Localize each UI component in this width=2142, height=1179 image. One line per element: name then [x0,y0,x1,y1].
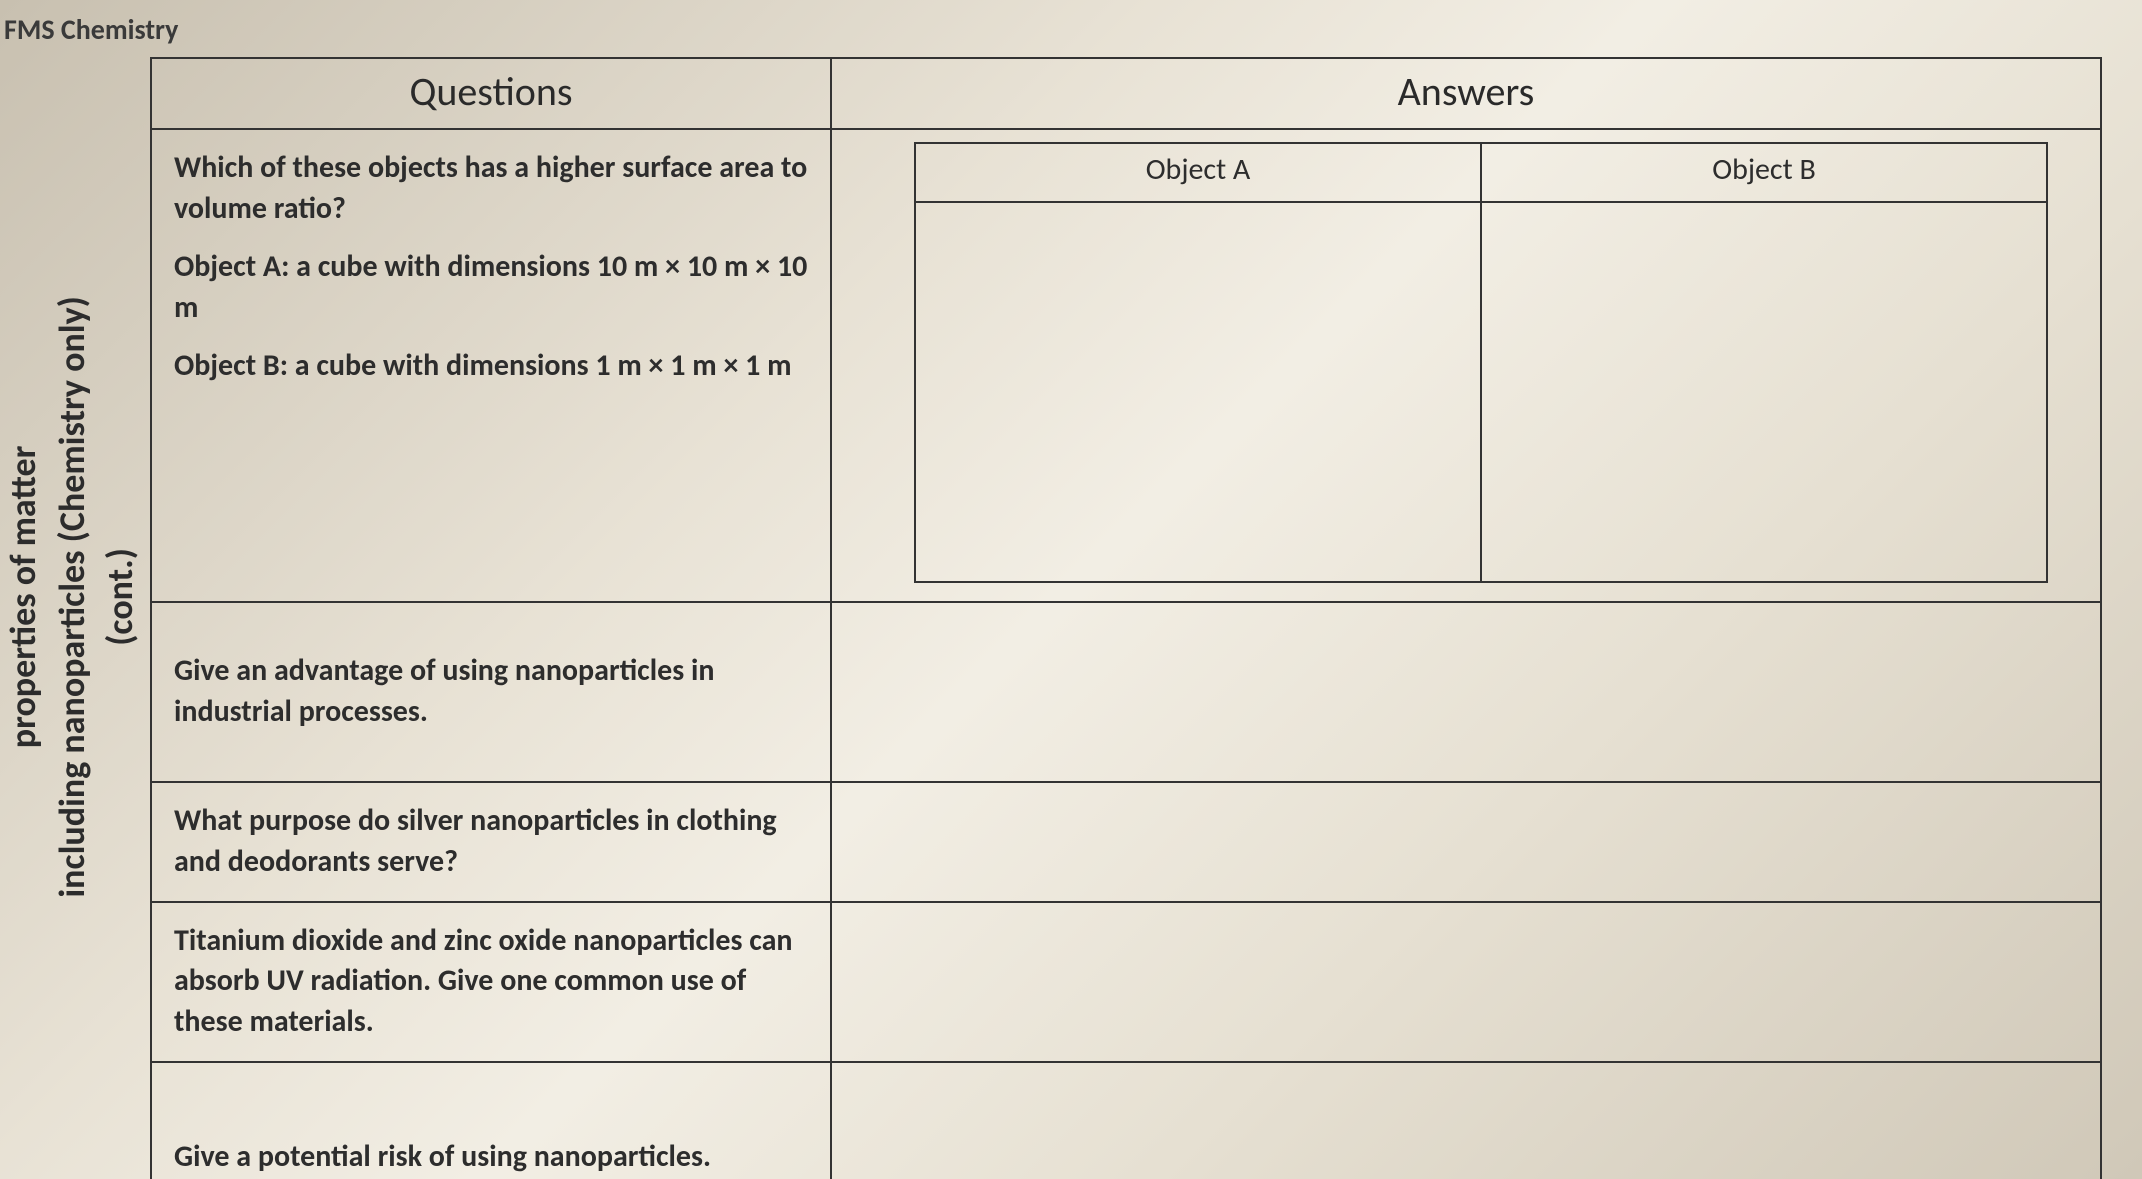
answer-cell [831,902,2101,1062]
question-cell: Which of these objects has a higher surf… [151,129,831,602]
inner-answer-b [1481,202,2047,582]
header-questions: Questions [151,58,831,129]
question-object-a: Object A: a cube with dimensions 10 m × … [174,247,808,328]
worksheet-table: Questions Answers Which of these objects… [150,57,2102,1179]
topic-side-label-text: properties of matter including nanoparti… [0,296,145,898]
table-row: Give a potential risk of using nanoparti… [151,1062,2101,1179]
answer-cell [831,782,2101,902]
answer-cell: Object A Object B [831,129,2101,602]
answer-compare-table: Object A Object B [914,142,2048,583]
answer-cell [831,602,2101,782]
side-label-line1: properties of matter [1,446,45,749]
worksheet-page: FMS Chemistry properties of matter inclu… [0,0,2142,1179]
content-row: properties of matter including nanoparti… [0,57,2112,1137]
topic-side-label: properties of matter including nanoparti… [0,57,150,1137]
inner-answer-row [915,202,2047,582]
header-answers: Answers [831,58,2101,129]
answer-inner-wrap: Object A Object B [914,142,2048,583]
inner-header-row: Object A Object B [915,143,2047,202]
inner-header-object-a: Object A [915,143,1481,202]
table-row: Give an advantage of using nanoparticles… [151,602,2101,782]
question-cell: Titanium dioxide and zinc oxide nanopart… [151,902,831,1062]
side-label-line3: (cont.) [96,296,145,898]
question-cell: Give an advantage of using nanoparticles… [151,602,831,782]
question-text: Which of these objects has a higher surf… [174,148,808,229]
answer-cell [831,1062,2101,1179]
question-cell: What purpose do silver nanoparticles in … [151,782,831,902]
side-label-line2: including nanoparticles (Chemistry only) [48,296,97,898]
table-row: What purpose do silver nanoparticles in … [151,782,2101,902]
table-row: Titanium dioxide and zinc oxide nanopart… [151,902,2101,1062]
question-object-b: Object B: a cube with dimensions 1 m × 1… [174,346,808,387]
question-cell: Give a potential risk of using nanoparti… [151,1062,831,1179]
table-row: Which of these objects has a higher surf… [151,129,2101,602]
inner-header-object-b: Object B [1481,143,2047,202]
table-header-row: Questions Answers [151,58,2101,129]
inner-answer-a [915,202,1481,582]
document-title: FMS Chemistry [4,12,2112,47]
